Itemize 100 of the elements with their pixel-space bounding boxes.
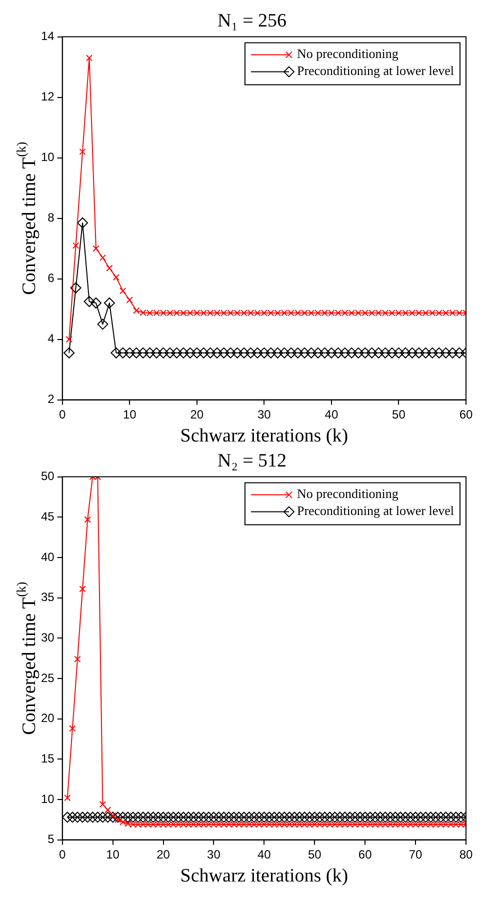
point	[110, 347, 122, 358]
point	[227, 310, 234, 316]
point	[416, 310, 422, 316]
point	[234, 310, 241, 316]
point	[281, 310, 288, 316]
point	[153, 310, 160, 316]
point	[84, 296, 95, 307]
point	[86, 54, 93, 62]
point	[238, 347, 250, 358]
point	[265, 347, 276, 358]
point	[362, 310, 368, 316]
point	[126, 296, 133, 304]
legend-label: No preconditioning	[296, 486, 399, 502]
point	[66, 336, 72, 343]
point	[440, 347, 452, 358]
point	[402, 310, 409, 316]
x-tick-label: 60	[358, 847, 372, 862]
point	[456, 310, 463, 316]
point	[334, 310, 342, 316]
point	[214, 310, 220, 316]
point	[288, 310, 294, 316]
point	[413, 347, 424, 358]
point	[130, 347, 142, 358]
point	[286, 347, 297, 358]
point	[64, 347, 75, 358]
point	[260, 310, 268, 316]
point	[436, 310, 442, 316]
point	[272, 347, 284, 358]
x-tick-label: 20	[190, 407, 204, 422]
point	[99, 254, 106, 261]
chart-title: N₁ = 256	[217, 10, 287, 32]
point	[258, 347, 270, 358]
y-tick-label: 5	[48, 832, 55, 846]
y-tick-label: 20	[40, 711, 55, 726]
y-tick-label: 14	[40, 29, 55, 44]
point	[373, 347, 384, 358]
point	[312, 347, 324, 358]
y-tick-label: 35	[40, 590, 55, 604]
point	[194, 310, 200, 316]
point	[232, 347, 243, 358]
point	[70, 282, 82, 294]
point	[164, 347, 176, 358]
point	[386, 347, 398, 358]
point	[207, 310, 214, 316]
point	[104, 298, 115, 308]
point	[117, 347, 128, 358]
point	[447, 347, 458, 358]
point	[342, 310, 348, 316]
point	[278, 347, 290, 358]
point	[274, 310, 281, 316]
point	[158, 347, 169, 358]
point	[314, 310, 322, 316]
point	[140, 309, 146, 316]
y-tick-label: 45	[40, 509, 55, 524]
point	[252, 347, 263, 358]
point	[380, 347, 391, 358]
point	[120, 288, 126, 294]
point	[393, 347, 404, 358]
point	[90, 298, 102, 308]
point	[449, 310, 456, 316]
point	[191, 347, 202, 358]
point	[240, 310, 248, 316]
point	[178, 347, 189, 358]
point	[352, 347, 364, 358]
x-tick-label: 10	[122, 407, 137, 422]
point	[220, 310, 228, 316]
point	[106, 264, 113, 272]
point	[360, 347, 371, 358]
point	[346, 347, 358, 358]
point	[218, 347, 230, 358]
point	[72, 242, 80, 249]
point	[138, 347, 149, 358]
point	[254, 310, 261, 316]
point	[328, 310, 335, 316]
x-tick-label: 50	[392, 407, 406, 422]
y-tick-label: 12	[40, 90, 55, 104]
point	[133, 307, 140, 314]
legend-label: No preconditioning	[296, 46, 399, 62]
point	[301, 310, 308, 316]
point	[97, 318, 108, 330]
y-tick-label: 4	[48, 332, 55, 346]
point	[426, 347, 438, 358]
x-tick-label: 50	[308, 847, 322, 862]
point	[299, 347, 310, 358]
y-tick-label: 15	[40, 751, 55, 766]
point	[306, 347, 317, 358]
point	[184, 347, 196, 358]
point	[144, 347, 156, 358]
point	[420, 347, 432, 358]
point	[395, 310, 402, 316]
y-tick-label: 6	[48, 271, 55, 286]
x-axis-title: Schwarz iterations (k)	[180, 426, 348, 447]
x-axis-title: Schwarz iterations (k)	[180, 866, 348, 887]
point	[339, 347, 350, 358]
point	[442, 310, 450, 316]
point	[180, 310, 187, 316]
point	[406, 347, 418, 358]
point	[319, 347, 330, 358]
point	[160, 310, 167, 316]
point	[382, 310, 389, 316]
